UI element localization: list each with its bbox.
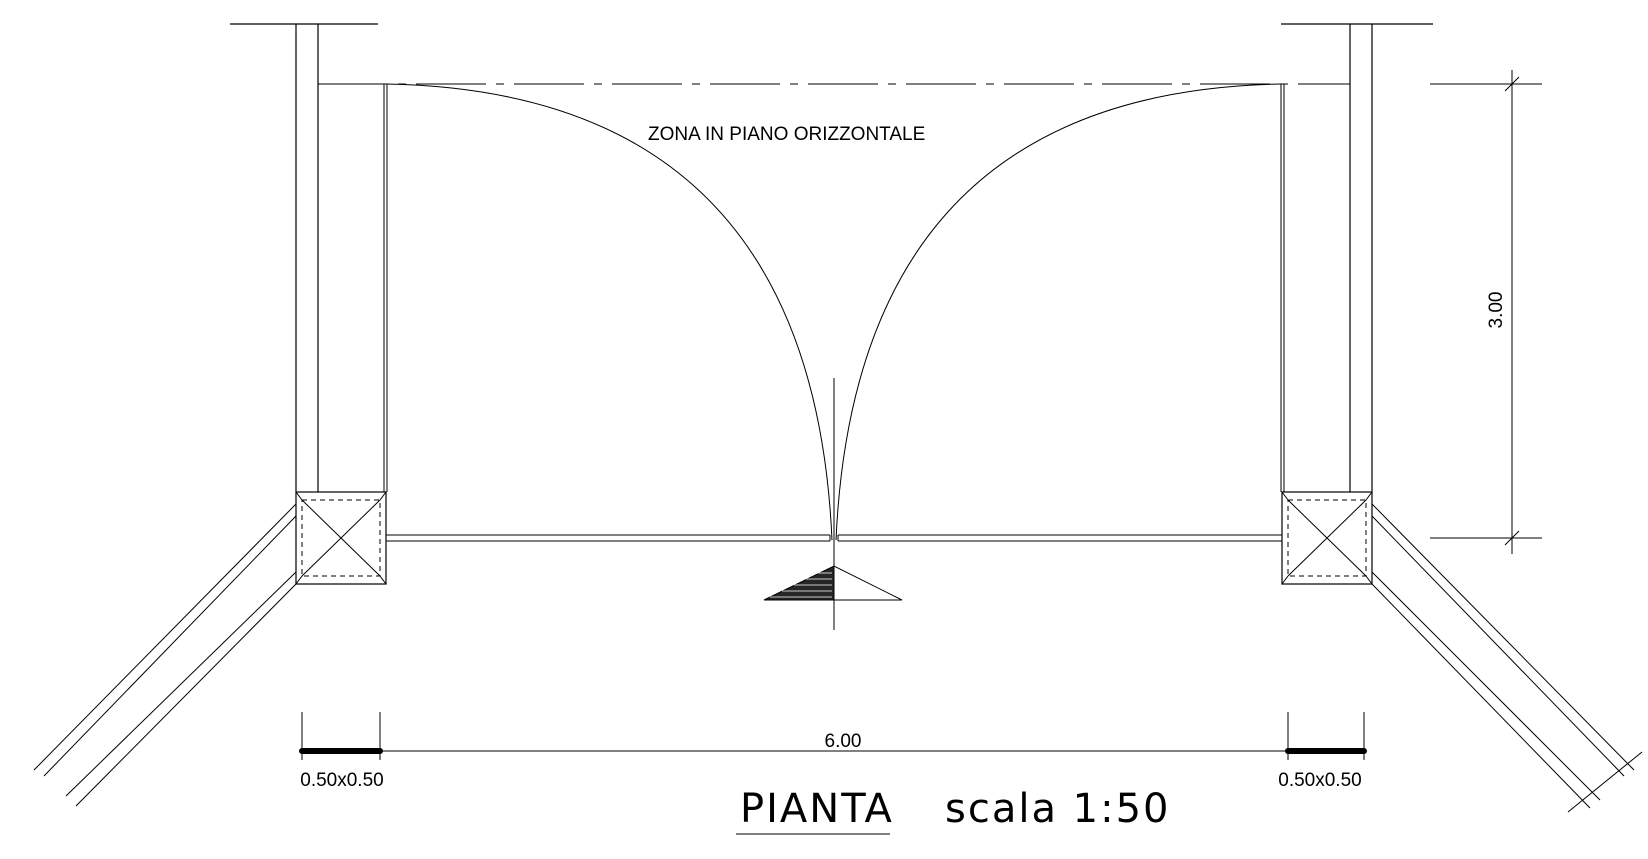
right-pillar	[1281, 491, 1373, 585]
right-diagonal-fence	[1371, 503, 1643, 813]
left-swing-arc	[386, 83, 833, 541]
left-gate-leaf-open	[383, 84, 388, 492]
closed-gate	[386, 534, 1282, 542]
height-dimension	[1430, 70, 1542, 554]
right-pillar-size-label: 0.50x0.50	[1278, 770, 1361, 791]
scale-label: scala 1:50	[945, 786, 1171, 832]
height-dimension-label: 3.00	[1486, 292, 1507, 329]
drawing-title: PIANTA	[740, 786, 894, 832]
zone-label: ZONA IN PIANO ORIZZONTALE	[648, 124, 925, 145]
width-dimension	[299, 712, 1367, 760]
right-side-wall	[1281, 23, 1433, 492]
right-gate-leaf-open	[1280, 84, 1285, 492]
left-pillar-size-label: 0.50x0.50	[300, 770, 383, 791]
section-marker	[763, 565, 903, 601]
left-diagonal-fence	[33, 503, 297, 807]
left-pillar	[295, 491, 387, 585]
width-dimension-label: 6.00	[825, 731, 862, 752]
left-side-wall	[230, 23, 378, 492]
right-swing-arc	[835, 83, 1282, 541]
